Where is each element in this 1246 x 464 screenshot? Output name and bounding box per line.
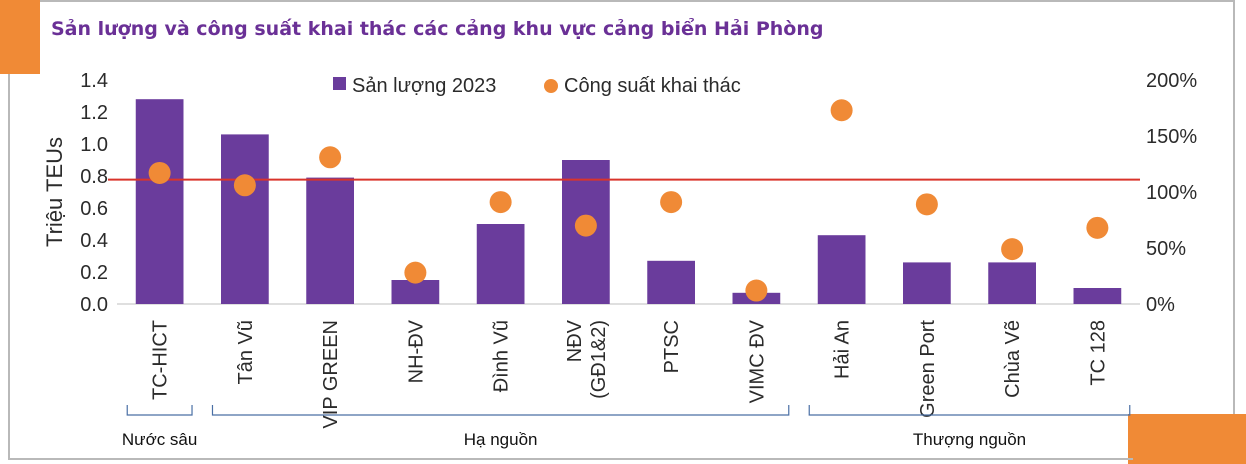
y2-tick-label: 50% — [1146, 238, 1186, 260]
scatter-point — [660, 191, 683, 214]
x-tick-label: Đình Vũ — [491, 320, 513, 392]
x-tick-label: TC 128 — [1087, 320, 1109, 386]
bar — [988, 262, 1036, 304]
y-tick-label: 0.2 — [80, 262, 108, 284]
x-tick-label: Chùa Vẽ — [1002, 320, 1024, 398]
y-tick-label: 1.2 — [80, 102, 108, 124]
y2-tick-label: 0% — [1146, 294, 1175, 316]
group-label: Nước sâu — [122, 430, 197, 449]
legend-label-bar: Sản lượng 2023 — [352, 75, 496, 97]
bar — [903, 262, 951, 304]
x-tick-label: NĐV — [564, 319, 586, 362]
scatter-point — [233, 174, 256, 197]
legend-swatch-dot — [544, 79, 558, 93]
x-tick-label: NH-ĐV — [405, 319, 427, 383]
bar — [476, 224, 525, 304]
bar — [221, 134, 269, 304]
y2-tick-label: 100% — [1146, 182, 1197, 204]
scatter-point — [830, 99, 853, 122]
y-tick-label: 1.0 — [80, 134, 108, 156]
bar — [647, 260, 695, 304]
group-label: Hạ nguồn — [464, 430, 538, 449]
x-tick-label: VIP GREEN — [320, 320, 342, 429]
y2-tick-label: 200% — [1146, 70, 1197, 92]
bar — [391, 280, 440, 304]
y-tick-label: 0.0 — [80, 294, 108, 316]
scatter-point — [404, 261, 427, 284]
scatter-point — [1086, 216, 1109, 239]
frame-border-bottom — [8, 458, 1133, 460]
scatter-point — [915, 193, 938, 216]
x-tick-label: Green Port — [917, 320, 939, 418]
bar — [817, 235, 866, 304]
x-tick-label: VIMC ĐV — [746, 319, 768, 403]
scatter-point — [319, 146, 342, 169]
group-bracket — [211, 405, 790, 416]
group-bracket — [126, 405, 193, 416]
x-tick-label: TC-HICT — [150, 320, 172, 400]
frame-border-right — [1233, 0, 1235, 414]
group-bracket — [808, 405, 1131, 416]
legend-label-dot: Công suất khai thác — [564, 75, 741, 97]
scatter-point — [574, 214, 597, 237]
x-tick-label: Tân Vũ — [235, 320, 257, 384]
x-tick-label: Hải An — [832, 320, 854, 379]
accent-bar-left — [0, 0, 40, 74]
y-tick-label: 1.4 — [80, 70, 108, 92]
x-tick-label: (GĐ1&2) — [588, 320, 610, 399]
scatter-point — [1001, 238, 1024, 261]
y-tick-label: 0.6 — [80, 198, 108, 220]
y-tick-label: 0.4 — [80, 230, 108, 252]
frame-border-top — [40, 0, 1235, 2]
accent-bar-bottom-right — [1128, 414, 1246, 464]
scatter-point — [489, 191, 512, 214]
y-axis-label: Triệu TEUs — [42, 137, 67, 247]
scatter-point — [745, 279, 768, 302]
bar — [306, 177, 354, 304]
frame-border-left — [8, 74, 10, 460]
x-tick-label: PTSC — [661, 320, 683, 373]
y2-tick-label: 150% — [1146, 126, 1197, 148]
bar — [135, 99, 184, 304]
chart-title: Sản lượng và công suất khai thác các cản… — [51, 18, 824, 40]
bar — [1073, 288, 1122, 304]
scatter-point — [148, 161, 171, 184]
y-tick-label: 0.8 — [80, 166, 108, 188]
group-label: Thượng nguồn — [913, 430, 1026, 449]
legend-swatch-bar — [333, 77, 346, 90]
